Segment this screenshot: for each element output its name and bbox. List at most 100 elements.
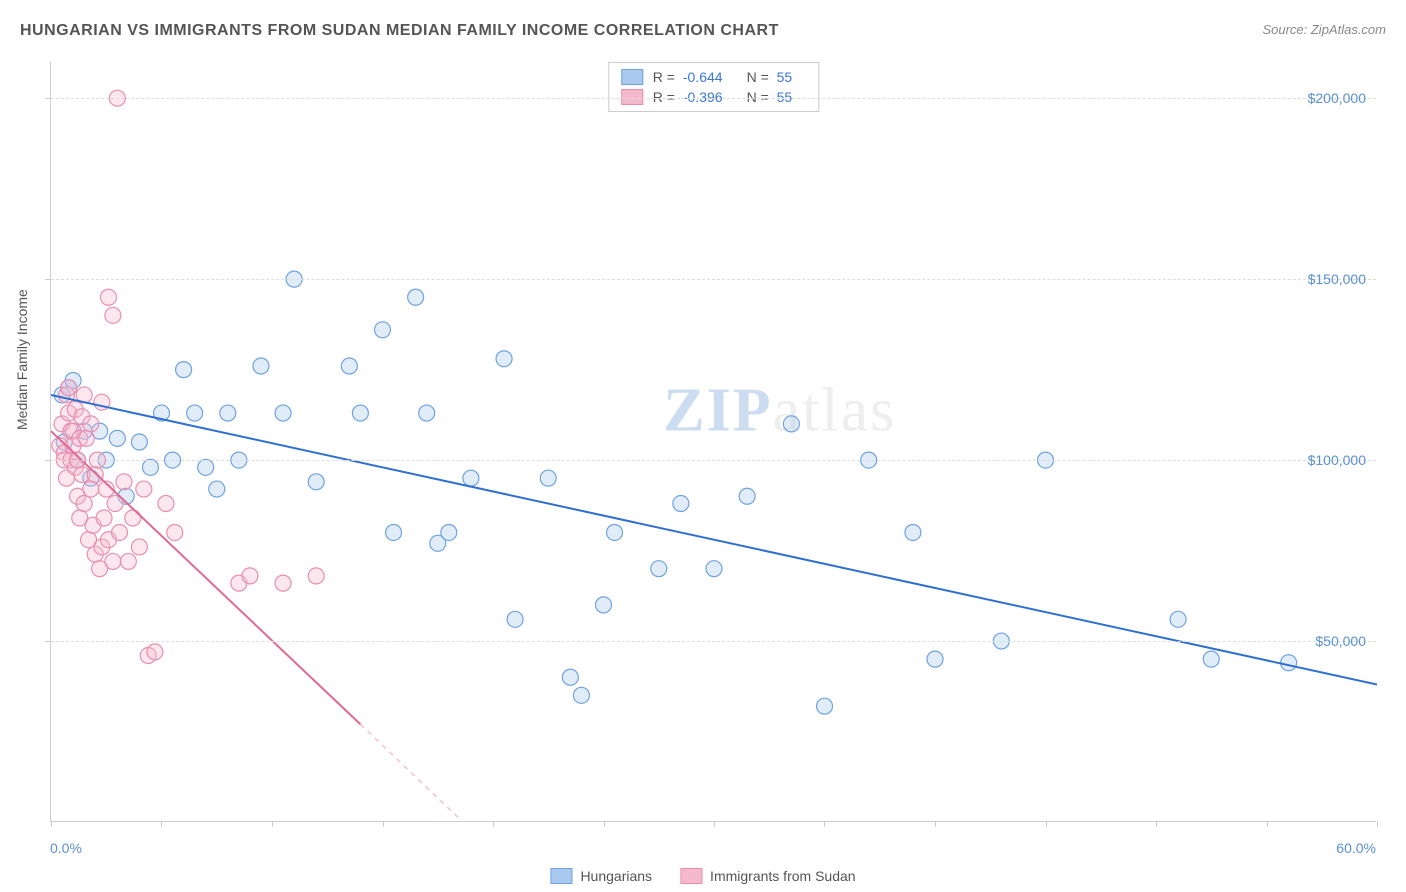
- scatter-point: [198, 459, 214, 475]
- xtick-mark: [1046, 821, 1047, 827]
- scatter-point: [1203, 651, 1219, 667]
- scatter-point: [540, 470, 556, 486]
- y-axis-title: Median Family Income: [14, 289, 30, 430]
- xtick-mark: [714, 821, 715, 827]
- scatter-point: [209, 481, 225, 497]
- ytick-label: $150,000: [1308, 271, 1366, 287]
- r-value-1: -0.644: [683, 69, 723, 85]
- scatter-point: [1281, 655, 1297, 671]
- xtick-mark: [1267, 821, 1268, 827]
- source-label: Source:: [1262, 22, 1310, 37]
- trend-line-dashed: [360, 724, 463, 822]
- scatter-point: [352, 405, 368, 421]
- correlation-row-1: R = -0.644 N = 55: [621, 67, 806, 87]
- scatter-point: [441, 524, 457, 540]
- scatter-point: [375, 322, 391, 338]
- scatter-point: [131, 434, 147, 450]
- xtick-mark: [935, 821, 936, 827]
- scatter-point: [176, 362, 192, 378]
- scatter-point: [83, 416, 99, 432]
- scatter-point: [158, 496, 174, 512]
- gridline: [51, 279, 1376, 280]
- swatch-sudan: [621, 89, 643, 105]
- gridline: [51, 98, 1376, 99]
- r-value-2: -0.396: [683, 89, 723, 105]
- xtick-mark: [51, 821, 52, 827]
- scatter-point: [76, 496, 92, 512]
- swatch-hungarians-bottom: [550, 868, 572, 884]
- ytick-mark: [45, 279, 51, 280]
- xtick-mark: [1156, 821, 1157, 827]
- ytick-mark: [45, 98, 51, 99]
- scatter-point: [100, 289, 116, 305]
- scatter-point: [253, 358, 269, 374]
- legend-item-sudan: Immigrants from Sudan: [680, 868, 856, 884]
- scatter-point: [275, 405, 291, 421]
- series-legend: Hungarians Immigrants from Sudan: [550, 868, 855, 884]
- scatter-point: [1170, 611, 1186, 627]
- scatter-point: [507, 611, 523, 627]
- swatch-sudan-bottom: [680, 868, 702, 884]
- ytick-mark: [45, 641, 51, 642]
- scatter-point: [905, 524, 921, 540]
- scatter-point: [341, 358, 357, 374]
- scatter-point: [109, 430, 125, 446]
- n-value-1: 55: [777, 69, 793, 85]
- correlation-legend: R = -0.644 N = 55 R = -0.396 N = 55: [608, 62, 819, 112]
- ytick-label: $200,000: [1308, 90, 1366, 106]
- source-attribution: Source: ZipAtlas.com: [1262, 22, 1386, 37]
- scatter-point: [105, 553, 121, 569]
- scatter-point: [61, 380, 77, 396]
- xtick-mark: [161, 821, 162, 827]
- scatter-point: [187, 405, 203, 421]
- scatter-point: [275, 575, 291, 591]
- scatter-point: [607, 524, 623, 540]
- legend-label-hungarians: Hungarians: [580, 868, 652, 884]
- ytick-label: $50,000: [1315, 633, 1366, 649]
- r-label-1: R =: [653, 69, 679, 85]
- scatter-point: [120, 553, 136, 569]
- legend-label-sudan: Immigrants from Sudan: [710, 868, 856, 884]
- scatter-point: [596, 597, 612, 613]
- swatch-hungarians: [621, 69, 643, 85]
- source-name: ZipAtlas.com: [1311, 22, 1386, 37]
- scatter-point: [419, 405, 435, 421]
- scatter-point: [673, 496, 689, 512]
- xtick-mark: [604, 821, 605, 827]
- scatter-point: [817, 698, 833, 714]
- xtick-mark: [383, 821, 384, 827]
- gridline: [51, 460, 1376, 461]
- scatter-point: [112, 524, 128, 540]
- scatter-point: [651, 561, 667, 577]
- correlation-row-2: R = -0.396 N = 55: [621, 87, 806, 107]
- n-label-2: N =: [747, 89, 773, 105]
- scatter-point: [573, 687, 589, 703]
- chart-title: HUNGARIAN VS IMMIGRANTS FROM SUDAN MEDIA…: [20, 22, 779, 40]
- xtick-mark: [272, 821, 273, 827]
- legend-item-hungarians: Hungarians: [550, 868, 652, 884]
- xtick-mark: [824, 821, 825, 827]
- scatter-point: [96, 510, 112, 526]
- scatter-point: [131, 539, 147, 555]
- gridline: [51, 641, 1376, 642]
- scatter-point: [220, 405, 236, 421]
- scatter-point: [496, 351, 512, 367]
- ytick-label: $100,000: [1308, 452, 1366, 468]
- n-value-2: 55: [777, 89, 793, 105]
- scatter-point: [463, 470, 479, 486]
- xtick-mark: [1377, 821, 1378, 827]
- scatter-point: [706, 561, 722, 577]
- ytick-mark: [45, 460, 51, 461]
- scatter-point: [408, 289, 424, 305]
- scatter-point: [105, 307, 121, 323]
- plot-svg: [51, 62, 1377, 822]
- scatter-point: [147, 644, 163, 660]
- scatter-point: [927, 651, 943, 667]
- scatter-point: [142, 459, 158, 475]
- scatter-point: [78, 430, 94, 446]
- xtick-mark: [493, 821, 494, 827]
- x-axis-max-label: 60.0%: [1336, 840, 1376, 856]
- scatter-point: [83, 481, 99, 497]
- scatter-point: [242, 568, 258, 584]
- scatter-point: [136, 481, 152, 497]
